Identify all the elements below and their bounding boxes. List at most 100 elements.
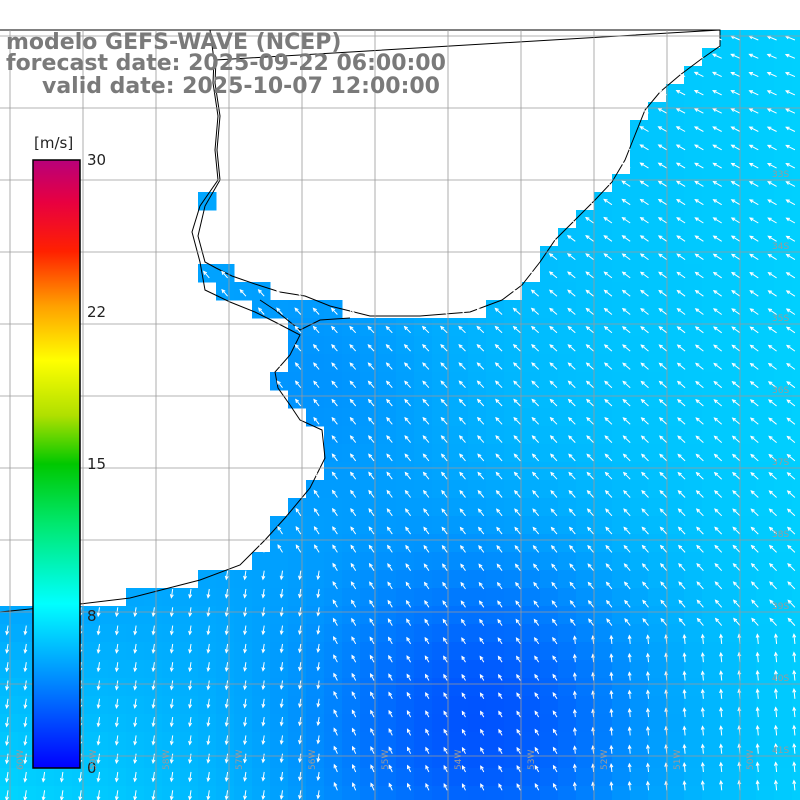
wind-arrow bbox=[696, 526, 704, 535]
wind-arrow bbox=[370, 746, 375, 754]
wind-arrow bbox=[349, 362, 357, 370]
wind-arrow bbox=[114, 625, 119, 636]
field-cell bbox=[792, 714, 800, 733]
field-cell bbox=[612, 246, 631, 265]
field-cell bbox=[558, 228, 577, 247]
wind-arrow bbox=[279, 735, 284, 745]
field-cell bbox=[738, 192, 757, 211]
field-cell bbox=[324, 606, 343, 625]
wind-arrow bbox=[640, 380, 649, 389]
wind-arrow bbox=[785, 163, 796, 169]
wind-arrow bbox=[719, 779, 724, 791]
wind-arrow bbox=[645, 634, 650, 644]
wind-arrow bbox=[642, 599, 649, 608]
field-cell bbox=[666, 84, 685, 103]
wind-arrow bbox=[370, 727, 375, 736]
wind-arrow bbox=[478, 544, 485, 553]
wind-arrow bbox=[422, 362, 430, 370]
wind-arrow bbox=[443, 783, 448, 791]
wind-arrow bbox=[403, 344, 411, 352]
field-cell bbox=[774, 534, 793, 553]
wind-arrow bbox=[369, 581, 375, 590]
wind-arrow bbox=[682, 762, 687, 773]
coastline bbox=[0, 29, 326, 613]
wind-arrow bbox=[749, 290, 759, 297]
field-cell bbox=[684, 156, 703, 175]
field-cell bbox=[702, 642, 721, 661]
field-cell bbox=[666, 516, 685, 535]
field-cell bbox=[702, 174, 721, 193]
wind-arrow bbox=[572, 727, 577, 736]
field-cell bbox=[594, 390, 613, 409]
field-cell bbox=[324, 372, 343, 391]
field-cell bbox=[288, 714, 307, 733]
wind-arrow bbox=[587, 563, 594, 572]
wind-arrow bbox=[279, 570, 284, 581]
field-cell bbox=[342, 570, 361, 589]
field-cell bbox=[684, 732, 703, 751]
wind-arrow bbox=[627, 707, 632, 718]
field-cell bbox=[738, 624, 757, 643]
wind-arrow bbox=[603, 198, 613, 206]
wind-arrow bbox=[312, 325, 320, 334]
wind-arrow bbox=[732, 526, 741, 535]
field-cell bbox=[720, 120, 739, 139]
field-cell bbox=[594, 282, 613, 301]
wind-arrow bbox=[461, 637, 466, 645]
field-cell bbox=[666, 372, 685, 391]
field-cell bbox=[756, 588, 775, 607]
wind-arrow bbox=[623, 489, 631, 498]
field-cell bbox=[666, 678, 685, 697]
wind-arrow bbox=[441, 471, 448, 480]
field-cell bbox=[684, 408, 703, 427]
wind-arrow bbox=[659, 453, 668, 462]
wind-arrow bbox=[422, 344, 430, 352]
wind-arrow bbox=[568, 526, 576, 535]
field-cell bbox=[738, 246, 757, 265]
wind-arrow bbox=[243, 698, 247, 709]
field-cell bbox=[792, 48, 800, 67]
field-cell bbox=[702, 552, 721, 571]
wind-arrow bbox=[424, 655, 430, 663]
field-cell bbox=[270, 786, 289, 800]
wind-arrow bbox=[407, 782, 412, 791]
field-cell bbox=[630, 426, 649, 445]
field-cell bbox=[738, 318, 757, 337]
wind-arrow bbox=[549, 307, 558, 315]
wind-arrow bbox=[5, 790, 9, 800]
wind-arrow bbox=[603, 253, 613, 261]
wind-arrow bbox=[188, 643, 193, 654]
field-cell bbox=[288, 786, 307, 800]
wind-arrow bbox=[733, 617, 741, 626]
field-cell bbox=[684, 300, 703, 319]
field-cell bbox=[630, 354, 649, 373]
field-cell bbox=[252, 552, 271, 571]
field-cell bbox=[630, 480, 649, 499]
field-cell bbox=[702, 246, 721, 265]
wind-arrow bbox=[512, 325, 521, 334]
field-cell bbox=[576, 696, 595, 715]
field-cell bbox=[504, 318, 523, 337]
wind-arrow bbox=[243, 717, 247, 727]
wind-arrow bbox=[333, 709, 338, 718]
field-cell bbox=[540, 588, 559, 607]
field-cell bbox=[720, 192, 739, 211]
wind-arrow bbox=[700, 688, 705, 699]
field-cell bbox=[720, 678, 739, 697]
field-cell bbox=[666, 156, 685, 175]
wind-arrow bbox=[587, 526, 594, 535]
field-cell bbox=[18, 696, 37, 715]
field-cell bbox=[288, 624, 307, 643]
wind-arrow bbox=[713, 380, 723, 389]
field-cell bbox=[414, 570, 433, 589]
wind-arrow bbox=[133, 698, 138, 709]
field-cell bbox=[612, 408, 631, 427]
wind-arrow bbox=[405, 526, 412, 535]
wind-arrow bbox=[712, 144, 722, 151]
field-cell bbox=[486, 480, 505, 499]
field-cell bbox=[360, 714, 379, 733]
field-cell bbox=[540, 624, 559, 643]
field-cell bbox=[450, 516, 469, 535]
wind-arrow bbox=[188, 680, 193, 691]
